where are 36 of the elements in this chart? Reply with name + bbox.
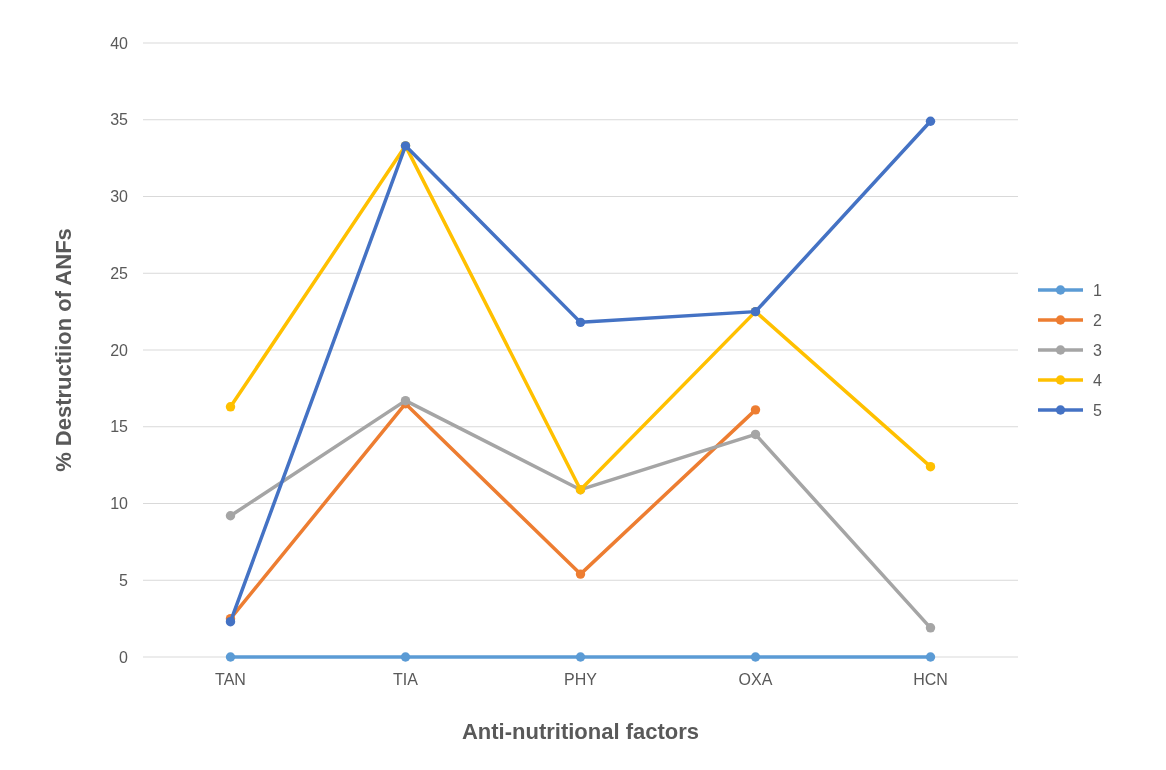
x-tick-label: TIA [393,671,419,688]
legend-label: 3 [1093,341,1102,359]
point [750,429,761,440]
point [750,652,761,662]
y-tick-label: 30 [110,188,129,206]
point [750,405,761,415]
point [925,652,936,662]
x-tick-label: TAN [215,671,246,688]
x-tick-label: PHY [564,671,598,688]
point [225,402,236,412]
point [575,317,586,328]
x-tick-label: HCN [913,671,948,688]
point [400,652,411,662]
legend-label: 1 [1093,281,1102,299]
legend-label: 4 [1093,371,1102,389]
y-tick-label: 25 [110,264,129,282]
y-tick-label: 5 [119,571,129,589]
point [225,511,236,521]
point [575,569,586,579]
x-axis-title: Anti-nutritional factors [461,719,700,744]
x-tick-label: OXA [738,671,773,688]
point [925,116,936,126]
point [925,623,936,633]
point [575,652,586,662]
y-tick-label: 10 [110,495,129,513]
point [225,652,236,662]
y-tick-label: 35 [110,111,129,129]
y-tick-label: 15 [110,418,129,436]
point [400,395,411,406]
legend-label: 5 [1093,401,1102,419]
y-axis-title: % Destructiion of ANFs [51,228,76,472]
y-tick-label: 40 [110,34,129,52]
legend-label: 2 [1093,311,1102,329]
y-tick-label: 0 [119,648,129,666]
point [925,461,936,472]
y-tick-label: 20 [110,341,129,359]
